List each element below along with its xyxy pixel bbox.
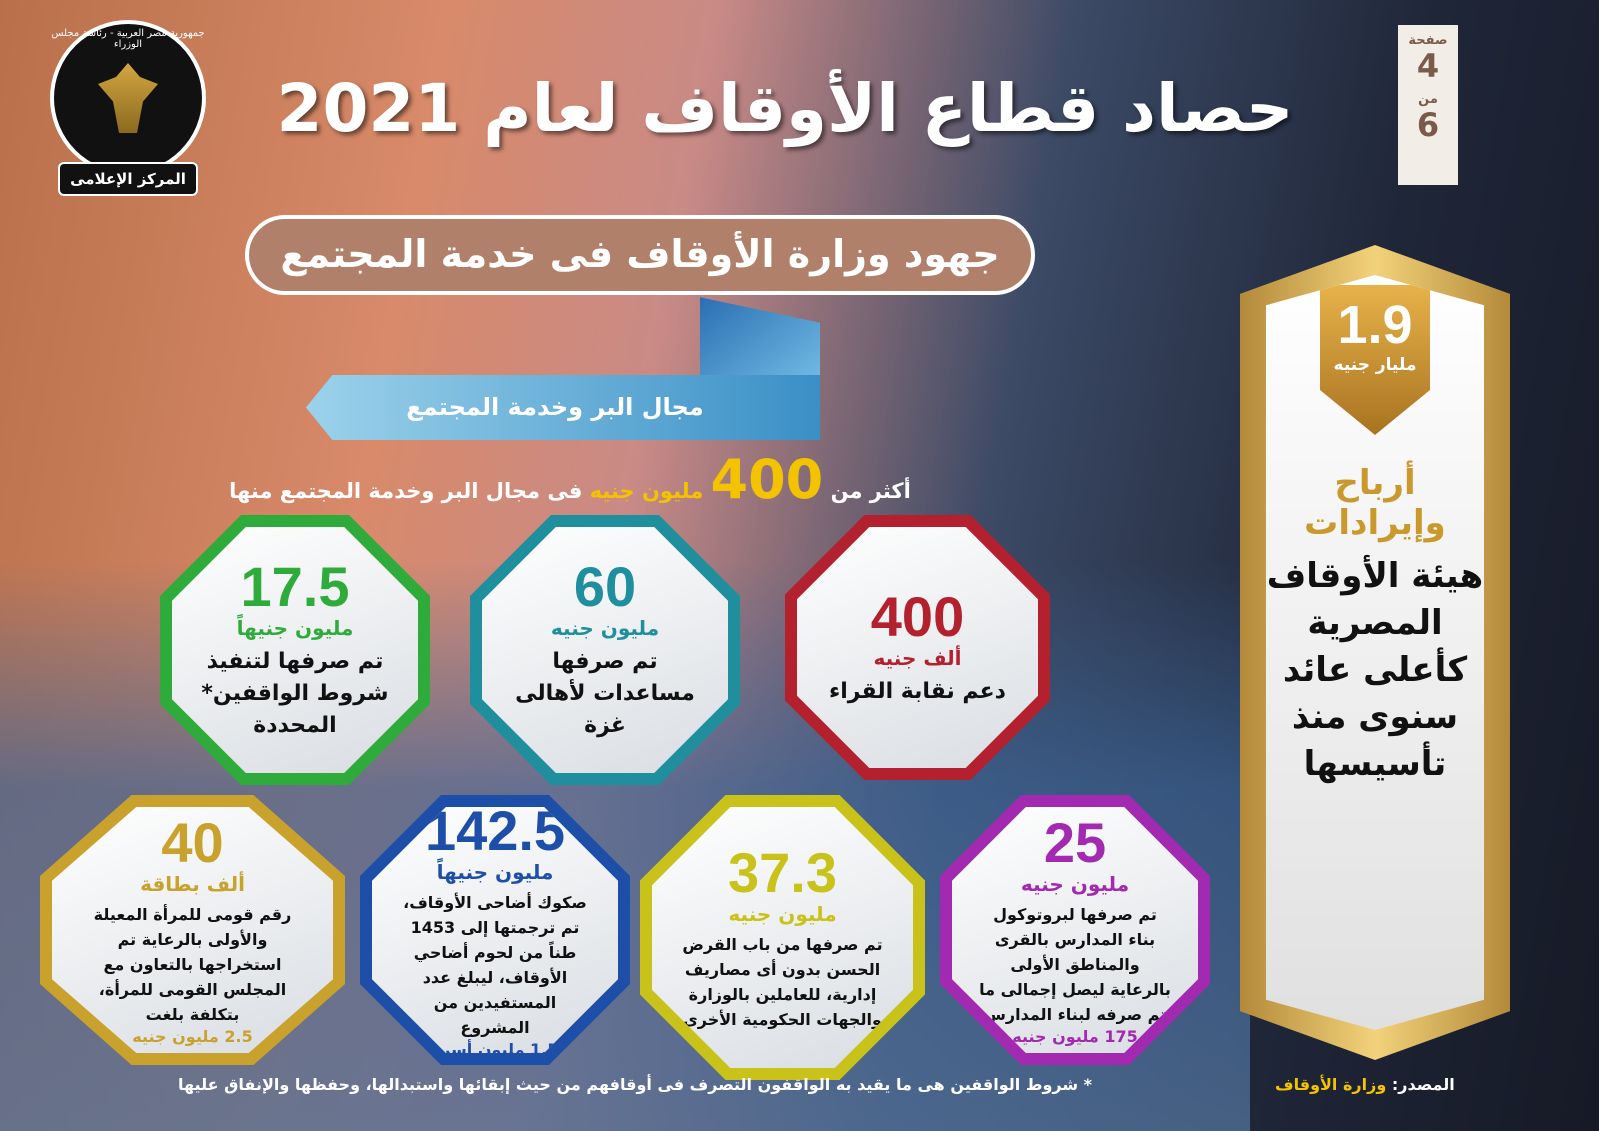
stat-highlight: 175 مليون جنيه [1012, 1027, 1138, 1046]
stat-unit: مليون جنيهاً [436, 859, 554, 884]
intro-post: فى مجال البر وخدمة المجتمع منها [229, 479, 583, 503]
stat-number: 37.3 [728, 840, 837, 904]
revenue-value: 1.9 [1337, 295, 1413, 355]
intro-pre: أكثر من [830, 479, 911, 503]
stat-unit: مليون جنيهاً [236, 616, 354, 640]
stat-description: تم صرفها مساعدات لأهالى غزة [515, 649, 695, 738]
stat-highlight: 1.5 مليون أسرة [431, 1039, 559, 1059]
stat-number: 17.5 [240, 555, 350, 618]
revenue-shield: 1.9 مليار جنيه [1320, 285, 1430, 435]
stat-card: 17.5 مليون جنيهاً تم صرفها لتنفيذ شروط ا… [160, 515, 430, 785]
logo-arc-text: جمهورية مصر العربية - رئاسة مجلس الوزراء [51, 28, 205, 50]
stat-unit: ألف بطاقة [140, 872, 245, 896]
source-label: المصدر: [1391, 1075, 1455, 1094]
source: المصدر: وزارة الأوقاف [1275, 1075, 1455, 1094]
stat-number: 60 [573, 555, 637, 618]
media-center-logo: جمهورية مصر العربية - رئاسة مجلس الوزراء… [50, 20, 206, 196]
stat-highlight: 2.5 مليون جنيه [132, 1027, 253, 1046]
stat-card: 37.3 مليون جنيه تم صرفها من باب القرض ال… [640, 795, 925, 1080]
stat-unit: مليون جنيه [550, 616, 660, 640]
page-title: حصاد قطاع الأوقاف لعام 2021 [276, 70, 1294, 147]
stat-description: تم صرفها لتنفيذ شروط الواقفين* المحددة [201, 649, 389, 738]
page-label: صفحة [1408, 33, 1448, 48]
stat-description: تم صرفها من باب القرض الحسن بدون أى مصار… [682, 934, 883, 1029]
revenue-banner: 1.9 مليار جنيه أرباح وإيرادات هيئة الأوق… [1240, 245, 1510, 1060]
page-of-label: من [1418, 92, 1438, 107]
page-total: 6 [1416, 106, 1440, 144]
section-ribbon: مجال البر وخدمة المجتمع [305, 375, 820, 440]
stat-number: 142.5 [424, 798, 566, 862]
stat-unit: ألف جنيه [873, 645, 962, 670]
stat-number: 25 [1043, 811, 1107, 874]
intro-big-number: 400 [710, 448, 824, 511]
eagle-icon [98, 63, 158, 133]
revenue-heading: أرباح وإيرادات [1304, 463, 1446, 543]
stat-card: 60 مليون جنيه تم صرفها مساعدات لأهالى غز… [470, 515, 740, 785]
revenue-text: هيئة الأوقاف المصرية كأعلى عائد سنوى منذ… [1266, 556, 1484, 784]
logo-band: المركز الإعلامى [58, 162, 198, 196]
stat-unit: مليون جنيه [1020, 872, 1130, 896]
revenue-unit: مليار جنيه [1333, 355, 1417, 375]
stat-unit: مليون جنيه [728, 901, 837, 926]
stat-description: تم صرفها لبروتوكول بناء المدارس بالقرى و… [979, 905, 1171, 1024]
footnote: * شروط الواقفين هى ما يقيد به الواقفون ا… [177, 1075, 1093, 1094]
stat-number: 400 [870, 584, 965, 648]
stat-card: 400 ألف جنيه دعم نقابة القراء [785, 515, 1050, 780]
intro-line: أكثر من 400 مليون جنيه فى مجال البر وخدم… [220, 448, 920, 511]
intro-unit: مليون جنيه [589, 479, 704, 503]
stat-description: دعم نقابة القراء [829, 678, 1006, 704]
stat-card: 40 ألف بطاقة رقم قومى للمرأة المعيلة وال… [40, 795, 345, 1065]
stat-card: 142.5 مليون جنيهاً صكوك أضاحى الأوقاف، ت… [360, 795, 630, 1065]
subtitle-pill: جهود وزارة الأوقاف فى خدمة المجتمع [245, 215, 1035, 295]
page-current: 4 [1416, 47, 1440, 85]
stat-description: رقم قومى للمرأة المعيلة والأولى بالرعاية… [93, 905, 292, 1024]
page-indicator: صفحة 4 من 6 [1398, 25, 1458, 185]
source-org: وزارة الأوقاف [1275, 1075, 1387, 1094]
stat-card: 25 مليون جنيه تم صرفها لبروتوكول بناء ال… [940, 795, 1210, 1065]
stat-number: 40 [161, 811, 224, 874]
stat-description: صكوك أضاحى الأوقاف، تم ترجمتها إلى 1453 … [403, 892, 587, 1037]
